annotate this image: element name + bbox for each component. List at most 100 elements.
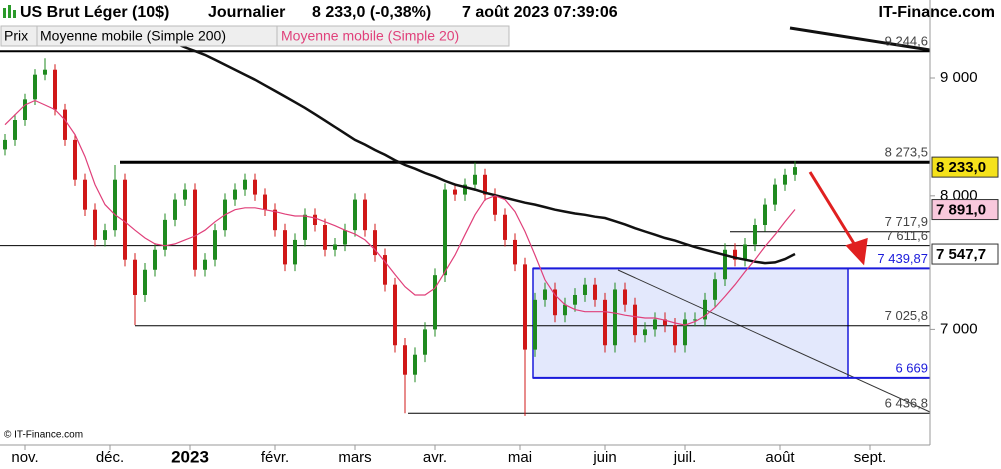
site: IT-Finance.com <box>879 4 995 21</box>
candle-body <box>643 329 647 336</box>
y-tick-label: 9 000 <box>940 69 978 86</box>
ma-line <box>154 33 796 265</box>
candle-body <box>733 249 737 260</box>
legend-ma200: Moyenne mobile (Simple 200) <box>40 28 226 44</box>
candle-body <box>783 174 787 185</box>
candle-body <box>143 269 147 295</box>
candle-body <box>433 275 437 330</box>
candle-body <box>453 189 457 195</box>
candle-body <box>133 259 137 295</box>
candle-body <box>423 329 427 355</box>
candle-body <box>443 189 447 276</box>
candle-body <box>183 189 187 200</box>
candle-body <box>473 174 477 185</box>
ma-line <box>4 99 796 326</box>
candle-body <box>493 194 497 215</box>
candle-body <box>663 319 667 326</box>
candle-body <box>63 109 67 140</box>
header-bg <box>0 0 1001 25</box>
candle-body <box>83 179 87 210</box>
legend-ma20: Moyenne mobile (Simple 20) <box>281 28 459 44</box>
candle-body <box>333 244 337 250</box>
logo <box>3 5 16 18</box>
level-label: 7 717,9 <box>885 214 928 229</box>
candle-body <box>753 225 757 245</box>
x-tick-label: avr. <box>423 449 447 466</box>
candle-body <box>323 225 327 250</box>
candle-body <box>213 230 217 260</box>
x-tick-label: juil. <box>673 449 697 466</box>
candle-body <box>773 184 777 205</box>
candle-body <box>413 354 417 375</box>
candle-body <box>93 209 97 240</box>
candle-body <box>233 189 237 200</box>
ma-last-label-box <box>931 199 999 221</box>
candle-body <box>13 120 17 140</box>
candle-body <box>703 299 707 320</box>
candle-body <box>693 319 697 321</box>
y-tick-label: 7 000 <box>940 320 978 337</box>
candle-body <box>583 284 587 295</box>
candle-body <box>273 209 277 231</box>
candle-body <box>243 179 247 190</box>
ma-last-label: 7 891,0 <box>936 202 986 219</box>
level-label: 6 436,8 <box>885 396 928 411</box>
x-tick-label: juin <box>592 449 616 466</box>
x-tick-label: 2023 <box>171 447 209 466</box>
x-tick-label: mars <box>338 449 371 466</box>
candle-body <box>403 345 407 375</box>
legend-box <box>276 25 510 47</box>
candle-body <box>513 239 517 265</box>
candle-body <box>293 239 297 265</box>
candle-body <box>353 199 357 231</box>
candle-body <box>123 179 127 260</box>
candle-body <box>743 244 747 260</box>
candle-body <box>763 204 767 226</box>
quote: 8 233,0 (-0,38%) <box>312 4 431 21</box>
candle-body <box>523 264 527 350</box>
x-tick-label: mai <box>508 449 532 466</box>
ma-last-label: 7 547,7 <box>936 246 986 263</box>
candle-body <box>463 184 467 195</box>
candle-body <box>613 289 617 346</box>
last-price-label: 8 233,0 <box>936 159 986 176</box>
candle-body <box>153 249 157 270</box>
candle-body <box>203 259 207 270</box>
candle-body <box>53 69 57 110</box>
candle-body <box>793 167 797 175</box>
candle-body <box>653 319 657 330</box>
candle-body <box>623 289 627 305</box>
candle-body <box>603 299 607 346</box>
last-price-label-box <box>931 156 999 178</box>
x-tick-label: nov. <box>11 449 38 466</box>
level-label: 8 273,5 <box>885 145 928 160</box>
candle-body <box>533 299 537 350</box>
candle-body <box>33 74 37 100</box>
datetime: 7 août 2023 07:39:06 <box>462 4 618 21</box>
level-label: 6 669 <box>895 360 928 375</box>
candle-body <box>383 255 387 285</box>
candle-body <box>173 199 177 220</box>
candle-body <box>673 325 677 346</box>
level-label: 7 025,8 <box>885 308 928 323</box>
x-tick-label: sept. <box>854 449 887 466</box>
candle-body <box>113 179 117 231</box>
candle-body <box>343 230 347 245</box>
candle-body <box>573 294 577 305</box>
candle-body <box>193 189 197 270</box>
candle-body <box>683 319 687 346</box>
arrow <box>808 171 868 266</box>
period: Journalier <box>208 4 285 21</box>
candle-body <box>253 179 257 195</box>
trendline <box>789 26 931 52</box>
candle-body <box>393 284 397 346</box>
candle-body <box>3 139 7 150</box>
candle-body <box>263 194 267 210</box>
candle-body <box>543 289 547 300</box>
candle-body <box>313 214 317 226</box>
candle-body <box>723 249 727 280</box>
candle-body <box>363 199 367 231</box>
level-label: 9 244,6 <box>885 34 928 49</box>
level-label: 7 439,87 <box>877 251 928 266</box>
candle-body <box>633 304 637 336</box>
